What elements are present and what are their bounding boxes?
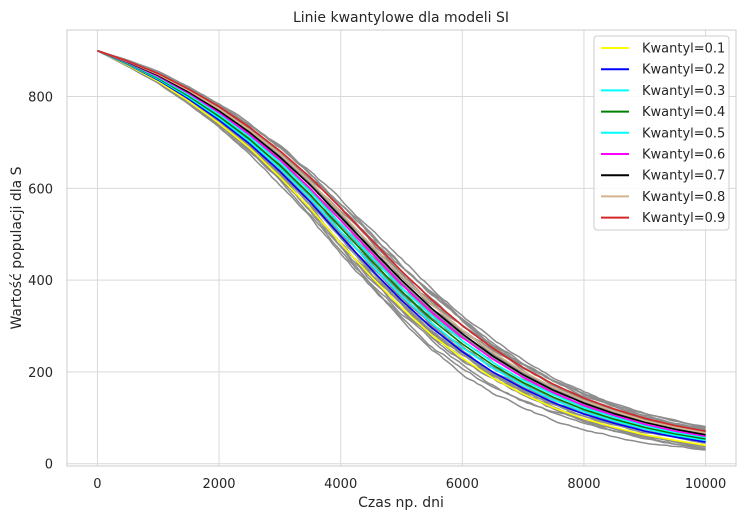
x-tick-label: 4000: [324, 477, 357, 492]
quantile-line-3: [97, 49, 706, 442]
y-tick-label: 0: [45, 458, 53, 473]
plot-frame: [66, 29, 737, 467]
legend-label: Kwantyl=0.7: [642, 169, 725, 184]
x-axis-title: Czas np. dni: [358, 495, 444, 511]
legend-label: Kwantyl=0.5: [642, 126, 725, 141]
legend-label: Kwantyl=0.2: [642, 63, 725, 78]
simulation-line: [97, 49, 706, 430]
legend-label: Kwantyl=0.4: [642, 105, 725, 120]
y-axis-ticks: 0 200 400 600 800: [28, 91, 53, 473]
quantile-line-8: [97, 49, 706, 434]
chart-title: Linie kwantylowe dla modeli SI: [293, 10, 509, 26]
quantile-line-6: [97, 49, 706, 437]
quantile-line-4: [97, 49, 706, 440]
y-tick-label: 400: [28, 274, 53, 289]
quantile-lines: [97, 49, 706, 447]
y-tick-label: 600: [28, 182, 53, 197]
legend: Kwantyl=0.1 Kwantyl=0.2 Kwantyl=0.3 Kwantyl…: [593, 35, 730, 231]
x-tick-label: 0: [93, 477, 101, 492]
quantile-line-2: [97, 49, 706, 443]
legend-label: Kwantyl=0.3: [642, 84, 725, 99]
quantile-line-7: [97, 49, 706, 436]
legend-box: [593, 35, 730, 231]
x-tick-label: 10000: [685, 477, 726, 492]
legend-label: Kwantyl=0.6: [642, 148, 725, 163]
x-tick-label: 2000: [202, 477, 235, 492]
quantile-line-1: [97, 49, 706, 447]
legend-label: Kwantyl=0.1: [642, 42, 725, 57]
legend-label: Kwantyl=0.8: [642, 190, 725, 205]
quantile-line-5: [97, 49, 706, 439]
y-tick-label: 800: [28, 91, 53, 106]
x-tick-label: 6000: [446, 477, 479, 492]
simulation-line: [97, 50, 706, 450]
x-tick-label: 8000: [567, 477, 600, 492]
y-tick-label: 200: [28, 366, 53, 381]
x-axis-ticks: 0 2000 4000 6000 8000 10000: [93, 477, 726, 492]
quantile-line-9: [97, 49, 706, 432]
y-axis-title: Wartość populacji dla S: [9, 166, 25, 329]
legend-label: Kwantyl=0.9: [642, 211, 725, 226]
